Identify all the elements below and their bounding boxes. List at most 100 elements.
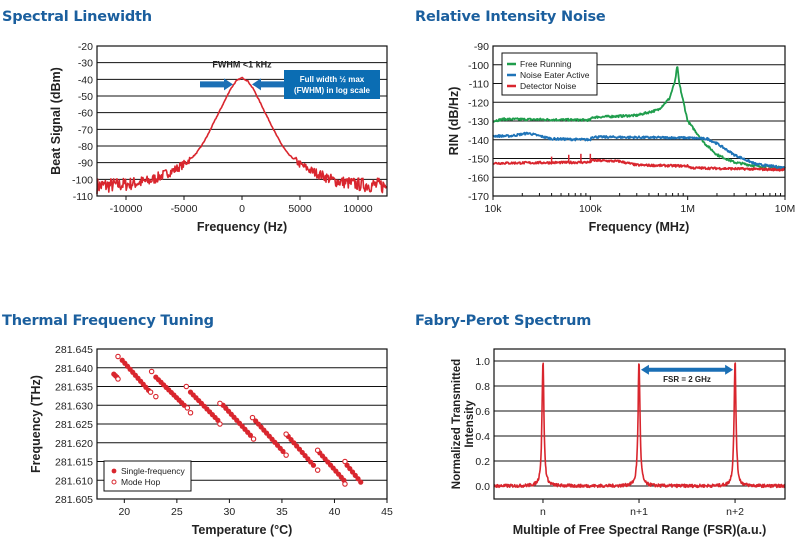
legend-box — [501, 52, 598, 96]
point-mode-hop — [184, 405, 191, 411]
y-tick-label: 1.0 — [475, 356, 490, 368]
chart-title-relative-intensity-noise: Relative Intensity Noise — [415, 9, 606, 25]
y-tick-label: 281.630 — [55, 400, 93, 412]
x-tick-label: 1M — [680, 203, 695, 215]
series-line-free-running — [492, 66, 786, 170]
x-tick-label: 100k — [579, 203, 603, 215]
legend-label: Mode Hop — [121, 477, 160, 487]
x-tick-label: -10000 — [110, 203, 143, 215]
y-tick-label: -140 — [468, 135, 489, 147]
point-mode-hop — [283, 452, 289, 458]
fwhm-right-arrow — [252, 78, 286, 91]
x-axis-label: Frequency (MHz) — [589, 220, 690, 234]
fsr-annotation: FSR = 2 GHz — [663, 375, 711, 384]
y-tick-label: 0.6 — [475, 406, 490, 418]
y-tick-label: -110 — [73, 191, 93, 203]
y-tick-label: 0.0 — [475, 481, 490, 493]
point-mode-hop — [147, 389, 154, 395]
x-tick-label: 10M — [775, 203, 795, 215]
point-mode-hop — [148, 368, 155, 375]
y-tick-label: 281.615 — [55, 457, 93, 469]
series-line-detector-noise — [492, 158, 786, 172]
x-tick-label: 5000 — [288, 203, 312, 215]
point-mode-hop — [314, 447, 321, 453]
callout-line-1: Full width ½ max — [300, 75, 365, 84]
x-tick-label: 40 — [329, 506, 341, 518]
y-tick-label: 281.620 — [55, 438, 93, 450]
legend-label: Single-frequency — [121, 466, 186, 476]
plot-frame — [492, 45, 786, 197]
y-tick-label: 281.640 — [55, 363, 93, 375]
point-single-frequency — [310, 462, 317, 468]
y-tick-label: 0.4 — [475, 431, 490, 443]
point-mode-hop — [217, 400, 223, 407]
y-axis-label: Beat Signal (dBm) — [49, 67, 63, 175]
plot-frame — [96, 348, 388, 500]
y-tick-label: 281.605 — [55, 494, 93, 506]
y-tick-label: -70 — [78, 124, 93, 136]
point-single-frequency — [358, 479, 364, 485]
legend-label: Detector Noise — [520, 81, 576, 91]
x-tick-label: 30 — [224, 506, 236, 518]
point-mode-hop — [217, 421, 223, 427]
y-tick-label: -160 — [468, 172, 489, 184]
series-line-noise-eater-active — [492, 131, 786, 170]
x-tick-label: 10k — [485, 203, 503, 215]
y-tick-label: -60 — [78, 108, 93, 120]
y-tick-label: -170 — [468, 191, 489, 203]
x-tick-label: 45 — [381, 506, 393, 518]
point-mode-hop — [342, 481, 348, 487]
y-tick-label: 281.625 — [55, 419, 93, 431]
y-tick-label: -80 — [78, 141, 93, 153]
y-tick-label: 281.645 — [55, 344, 93, 356]
point-mode-hop — [115, 353, 121, 360]
y-tick-label: 0.2 — [475, 456, 490, 468]
point-mode-hop — [249, 414, 256, 421]
point-mode-hop — [115, 376, 121, 382]
x-axis-label: Multiple of Free Spectral Range (FSR)(a.… — [513, 523, 767, 537]
y-tick-label: -50 — [78, 91, 93, 103]
legend-marker-single-frequency — [111, 468, 117, 474]
series-line-beat-signal — [96, 76, 388, 195]
y-tick-label: -100 — [72, 174, 93, 186]
y-tick-label: -90 — [474, 41, 489, 53]
legend-marker-mode-hop — [111, 479, 117, 485]
fwhm-callout-box — [284, 70, 380, 99]
x-tick-label: 20 — [118, 506, 130, 518]
fsr-double-arrow — [640, 364, 734, 375]
y-axis-label-line-2: Intensity — [464, 400, 476, 448]
x-tick-label: -5000 — [171, 203, 198, 215]
y-axis-label: RIN (dB/Hz) — [447, 87, 461, 156]
y-tick-label: -40 — [78, 74, 93, 86]
y-tick-label: -30 — [78, 58, 93, 70]
y-tick-label: 0.8 — [475, 381, 490, 393]
callout-line-2: (FWHM) in log scale — [294, 86, 371, 95]
y-tick-label: -120 — [468, 97, 489, 109]
x-tick-label: n — [540, 506, 546, 518]
y-axis-label: Frequency (THz) — [29, 375, 43, 473]
y-tick-label: 281.635 — [55, 382, 93, 394]
point-mode-hop — [187, 409, 194, 416]
y-tick-label: -110 — [469, 79, 489, 91]
legend-label: Noise Eater Active — [520, 70, 590, 80]
chart-title-thermal-frequency-tuning: Thermal Frequency Tuning — [2, 313, 214, 329]
chart-thermal: 281.645 281.640 281.635 281.630 281.625 281.6… — [29, 344, 393, 537]
point-single-frequency — [280, 448, 286, 454]
x-tick-label: n+2 — [726, 506, 744, 518]
legend-label: Free Running — [520, 59, 572, 69]
y-axis-label-line-1: Normalized Transmitted — [451, 359, 463, 489]
x-tick-label: n+1 — [630, 506, 648, 518]
fwhm-left-arrow — [200, 78, 233, 91]
point-single-frequency — [247, 432, 254, 438]
x-axis-label: Frequency (Hz) — [197, 220, 287, 234]
y-tick-label: -100 — [468, 60, 489, 72]
x-tick-label: 25 — [171, 506, 183, 518]
chart-fabry: 1.0 0.8 0.6 0.4 0.2 0.0 n n+1 n+2 Multiple of Fre… — [451, 348, 786, 537]
fwhm-annotation: FWHM <1 kHz — [212, 60, 272, 70]
y-tick-label: -90 — [78, 158, 93, 170]
point-mode-hop — [183, 383, 190, 390]
plot-frame — [493, 348, 786, 500]
